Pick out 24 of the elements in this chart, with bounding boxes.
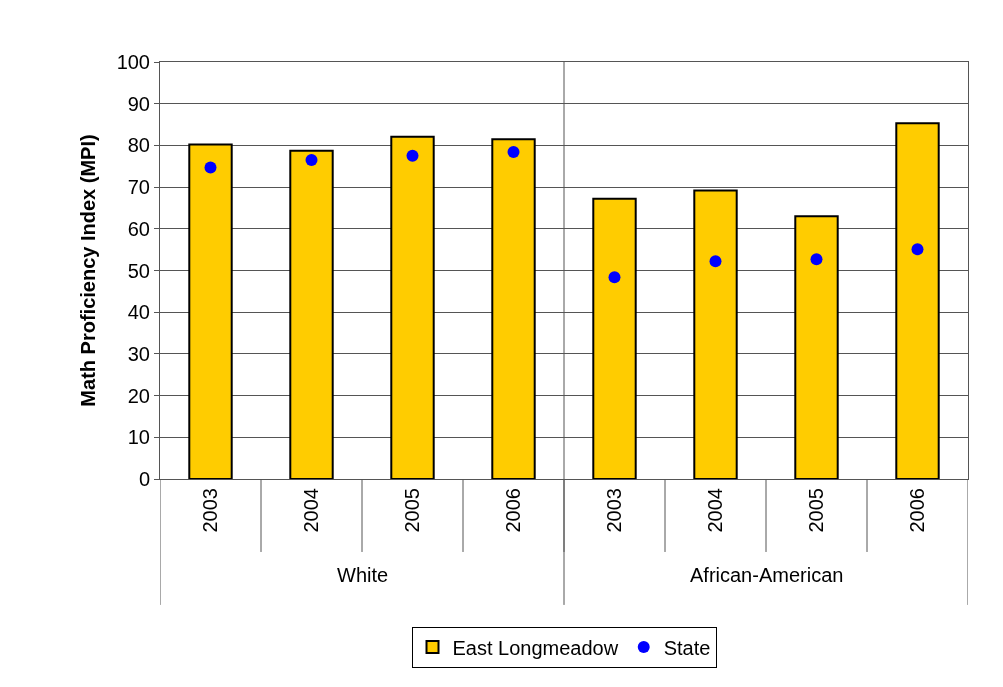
y-tick-label: 30	[127, 342, 150, 365]
x-tick-label: 2003	[199, 488, 221, 533]
x-tick-label: 2005	[805, 488, 827, 533]
x-tick-label: 2004	[704, 488, 726, 533]
y-tick-label: 20	[127, 384, 150, 407]
legend-label: East Longmeadow	[452, 636, 619, 659]
text: White	[337, 564, 389, 586]
y-tick-label: 100	[116, 51, 150, 73]
y-tick-label: 10	[127, 426, 150, 449]
y-axis-title: Math Proficiency Index (MPI)	[77, 134, 100, 407]
y-tick-label: 50	[127, 259, 150, 282]
y-tick-label: 40	[127, 301, 150, 324]
x-tick-label: 2003	[603, 488, 625, 533]
y-tick-label: 0	[138, 468, 150, 490]
legend-label: State	[663, 636, 711, 659]
y-tick-label: 60	[127, 217, 150, 240]
y-tick-label: 80	[127, 134, 150, 157]
x-tick-label: 2005	[401, 488, 423, 533]
y-tick-label: 90	[127, 92, 150, 115]
x-tick-label: 2004	[300, 488, 322, 533]
x-tick-label: 2006	[502, 488, 524, 533]
x-tick-label: 2006	[906, 488, 928, 533]
text: African-American	[690, 564, 844, 586]
y-tick-label: 70	[127, 176, 150, 199]
